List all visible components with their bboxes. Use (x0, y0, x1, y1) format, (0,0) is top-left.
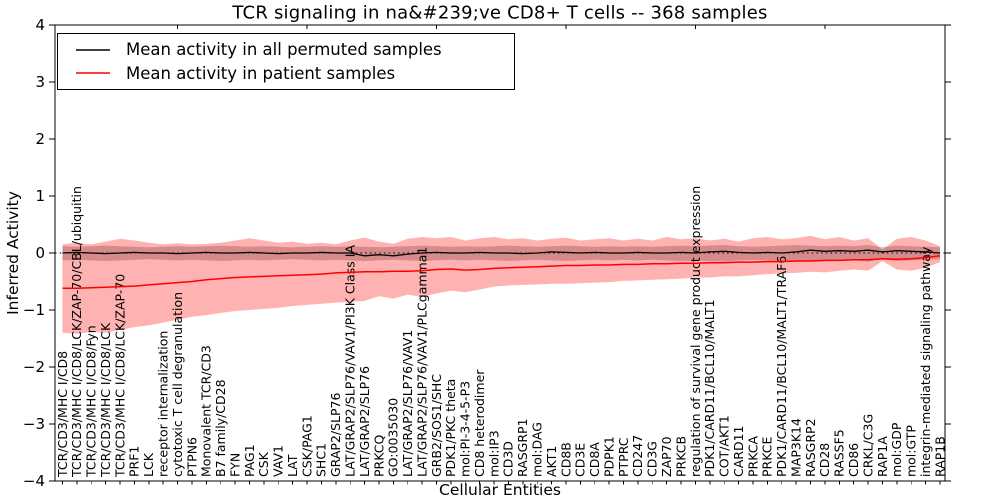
x-tick-label: mol:PI-3-4-5-P3 (458, 381, 473, 477)
y-tick-label: −1 (23, 301, 45, 319)
x-tick-label: CD28 (817, 443, 832, 477)
x-tick-label: CD86 (846, 443, 861, 477)
x-tick-label: LCK (141, 452, 156, 477)
legend: Mean activity in all permuted samples Me… (57, 33, 515, 90)
x-tick-label: SHC1 (314, 443, 329, 477)
x-tick-label: mol:IP3 (486, 430, 501, 477)
x-tick-label: VAV1 (271, 445, 286, 477)
x-tick-label: CSK (256, 451, 271, 477)
x-tick-label: GO:0035030 (386, 398, 401, 477)
legend-item-permuted: Mean activity in all permuted samples (76, 40, 514, 59)
x-tick-label: CD8 heterodimer (472, 369, 487, 477)
x-tick-label: AKT1 (544, 446, 559, 477)
y-tick-label: 4 (35, 16, 45, 34)
x-tick-label: PRF1 (127, 446, 142, 477)
x-tick-label: LAT/GRAP2/SLP76/VAV1 (400, 330, 415, 477)
y-tick-label: 2 (35, 130, 45, 148)
x-tick-label: CSK/PAG1 (299, 415, 314, 477)
x-tick-label: TCR/CD3/MHC I/CD8 (55, 351, 70, 478)
x-tick-label: RASGRP2 (803, 418, 818, 477)
x-tick-label: FYN (227, 453, 242, 477)
x-tick-label: COT/AKT1 (717, 415, 732, 477)
x-tick-label: B7 family/CD28 (213, 379, 228, 477)
x-tick-label: CD3D (501, 441, 516, 477)
x-tick-label: PRKCA (745, 436, 760, 477)
x-tick-label: integrin-mediated signaling pathway (918, 246, 933, 477)
x-tick-label: PDPK1 (601, 436, 616, 477)
x-tick-label: PDK1/CARD11/BCL10/MALT1 (702, 299, 717, 477)
x-tick-label: CRKL/C3G (860, 414, 875, 477)
y-axis-label: Inferred Activity (4, 191, 22, 315)
x-tick-label: LAT (285, 454, 300, 477)
x-tick-label: PDK1/PKC theta (443, 379, 458, 477)
x-tick-label: LAT/GRAP2/SLP76/VAV1/PLCgamma1 (414, 247, 429, 477)
x-tick-label: TCR/CD3/MHC I/CD8/Fyn (84, 325, 99, 478)
x-tick-label: GRB2/SOS1/SHC (429, 374, 444, 477)
x-tick-label: GRAP2/SLP76 (328, 392, 343, 477)
chart-title: TCR signaling in na&#239;ve CD8+ T cells… (232, 2, 768, 24)
x-tick-label: PDK1/CARD11/BCL10/MALT1/TRAF6 (774, 256, 789, 477)
x-tick-label: TCR/CD3/MHC I/CD8/LCK (98, 322, 113, 478)
x-tick-label: PRKCB (673, 436, 688, 477)
x-tick-label: CD8A (587, 442, 602, 477)
permuted-mean-line (62, 249, 941, 257)
y-tick-label: 3 (35, 73, 45, 91)
x-tick-label: LAT/GRAP2/SLP76 (357, 366, 372, 477)
x-tick-label: ZAP70 (659, 436, 674, 477)
x-axis-label: Cellular Entities (439, 481, 561, 499)
legend-line-permuted-icon (76, 49, 110, 51)
x-tick-label: cytotoxic T cell degranulation (170, 292, 185, 477)
x-tick-label: RASSF5 (832, 429, 847, 477)
patient-mean-line (62, 255, 941, 290)
legend-label-permuted: Mean activity in all permuted samples (126, 40, 442, 60)
y-tick-label: −2 (23, 358, 45, 376)
y-tick-label: 0 (35, 244, 45, 262)
legend-label-patient: Mean activity in patient samples (126, 63, 396, 83)
patient-band (62, 235, 940, 334)
x-tick-label: PTPN6 (184, 437, 199, 477)
x-tick-label: mol:GTP (904, 425, 919, 477)
x-tick-label: RASGRP1 (515, 418, 530, 477)
x-tick-label: TCR/CD3/MHC I/CD8/LCK/ZAP-70 (112, 274, 127, 478)
y-tick-label: −4 (23, 472, 45, 490)
legend-item-patient: Mean activity in patient samples (76, 64, 514, 83)
y-tick-label: −3 (23, 415, 45, 433)
x-tick-label: Monovalent TCR/CD3 (199, 345, 214, 477)
x-tick-label: CARD11 (731, 426, 746, 478)
x-tick-label: MAP3K14 (788, 418, 803, 477)
x-tick-label: regulation of survival gene product expr… (688, 186, 703, 477)
y-tick-label: 1 (35, 187, 45, 205)
x-tick-label: CD8B (558, 442, 573, 477)
x-tick-label: receptor internalization (155, 331, 170, 477)
x-tick-label: PTPRC (616, 437, 631, 477)
legend-line-patient-icon (76, 72, 110, 74)
x-tick-label: LAT/GRAP2/SLP76/VAV1/PI3K Class IA (343, 245, 358, 477)
x-tick-label: mol:DAG (530, 422, 545, 477)
x-tick-label: mol:GDP (889, 422, 904, 477)
x-tick-label: RAP1A (875, 436, 890, 477)
x-tick-label: PRKCE (760, 437, 775, 477)
x-tick-label: TCR/CD3/MHC I/CD8/LCK/ZAP-70/CBL/ubiquit… (69, 186, 84, 478)
x-tick-label: RAP1B (932, 436, 947, 477)
x-tick-label: CD3G (645, 441, 660, 477)
x-tick-label: PAG1 (242, 444, 257, 477)
x-tick-label: CD3E (573, 443, 588, 477)
x-tick-label: PRKCQ (371, 435, 386, 477)
x-tick-label: CD247 (630, 435, 645, 477)
